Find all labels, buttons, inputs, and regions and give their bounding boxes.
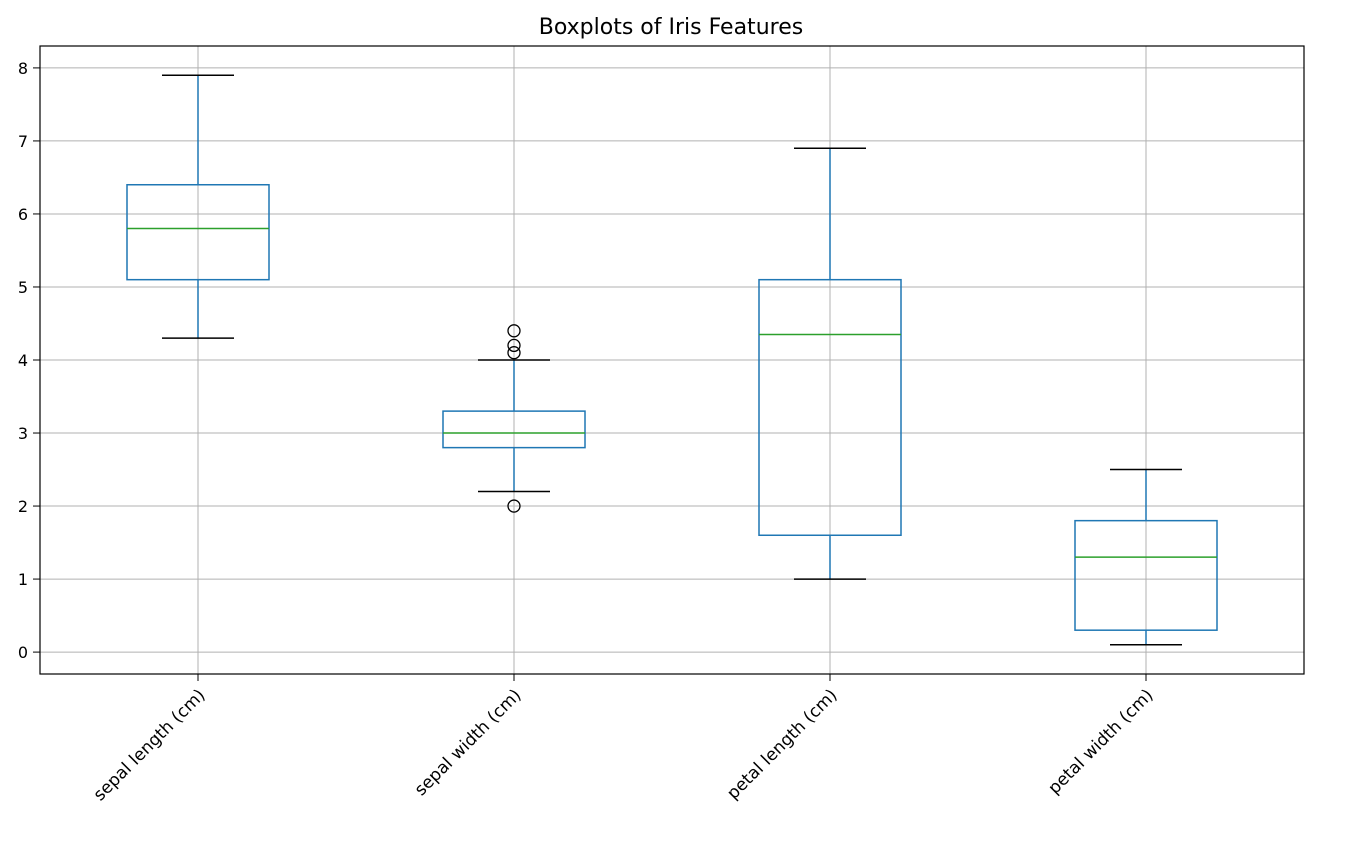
boxes xyxy=(126,74,1218,646)
outlier-point xyxy=(507,338,521,353)
box-group xyxy=(1074,468,1218,646)
y-tick-label: 0 xyxy=(18,643,28,662)
iqr-box xyxy=(1074,519,1218,631)
box-group xyxy=(758,147,902,580)
y-tick-label: 8 xyxy=(18,59,28,78)
y-tick-label: 6 xyxy=(18,205,28,224)
chart-title: Boxplots of Iris Features xyxy=(539,15,803,40)
x-category-label: petal width (cm) xyxy=(1044,685,1157,798)
y-tick-label: 2 xyxy=(18,497,28,516)
y-tick-label: 4 xyxy=(18,351,28,370)
y-axis: 0 1 2 3 4 5 6 7 8 xyxy=(18,59,40,662)
iqr-box xyxy=(442,410,586,449)
y-tick-label: 5 xyxy=(18,278,28,297)
outlier-point xyxy=(507,346,521,360)
x-category-label: sepal length (cm) xyxy=(90,685,210,805)
box-group xyxy=(126,74,270,339)
iqr-box xyxy=(126,183,270,281)
outlier-point xyxy=(507,499,521,513)
box-group xyxy=(442,324,586,513)
y-tick-label: 1 xyxy=(18,570,28,589)
x-category-label: petal length (cm) xyxy=(723,685,841,803)
grid-lines xyxy=(40,46,1304,674)
y-tick-label: 3 xyxy=(18,424,28,443)
plot-frame xyxy=(39,45,1305,675)
outlier-point xyxy=(507,324,521,338)
iqr-box xyxy=(758,278,902,537)
y-tick-label: 7 xyxy=(18,132,28,151)
x-category-label: sepal width (cm) xyxy=(411,685,526,800)
x-axis: sepal length (cm) sepal width (cm) petal l… xyxy=(90,674,1158,805)
